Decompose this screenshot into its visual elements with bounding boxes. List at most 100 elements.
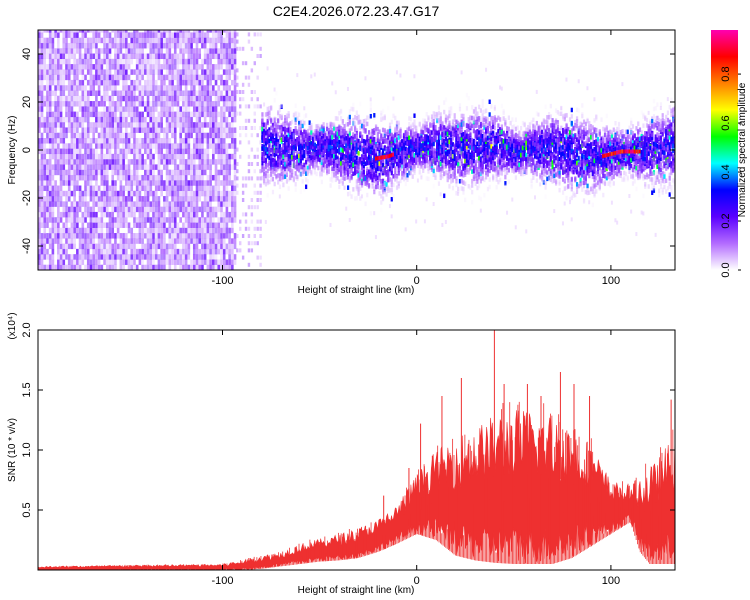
spectrogram-cell — [157, 127, 161, 133]
spectrogram-cell — [138, 254, 142, 260]
spectrogram-cell — [59, 201, 63, 207]
spectrogram-cell — [116, 58, 120, 65]
spectrogram-cell — [206, 180, 210, 186]
spectrogram-cell — [38, 90, 41, 96]
spectrogram-cell — [301, 123, 304, 129]
spectrogram-cell — [92, 190, 95, 197]
spectrogram-cell — [322, 158, 325, 164]
spectrogram-cell — [146, 259, 150, 265]
spectrogram-cell — [192, 180, 196, 186]
spectrogram-cell — [40, 201, 44, 207]
spectrogram-cell — [138, 196, 142, 202]
spectrogram-cell — [108, 138, 112, 144]
spectrogram-cell — [182, 248, 185, 255]
spectrogram-cell — [165, 180, 169, 186]
spectrogram-cell — [225, 101, 229, 107]
spectrogram-cell — [130, 180, 134, 186]
spectrogram-cell — [46, 79, 49, 86]
spectrogram-cell — [86, 42, 90, 49]
spectrogram-cell — [212, 248, 215, 255]
spectrogram-cell — [273, 141, 276, 146]
spectrogram-cell — [203, 243, 207, 250]
spectrogram-cell — [70, 32, 74, 38]
spectrogram-cell — [182, 153, 185, 160]
spectrogram-cell — [130, 254, 134, 260]
spectrogram-cell — [65, 196, 68, 202]
spectrogram-cell — [111, 111, 115, 118]
spectrogram-cell — [116, 138, 120, 144]
spectrogram-cell — [105, 122, 109, 128]
spectrogram-cell — [138, 227, 142, 234]
spectrogram-cell — [76, 164, 79, 170]
spectrogram-cell — [168, 48, 172, 54]
spectrogram-cell — [341, 166, 344, 171]
spectrogram-cell — [160, 69, 163, 75]
spectrogram-cell — [133, 217, 136, 223]
spectrogram-cell — [212, 85, 215, 91]
spectrogram-cell — [198, 74, 202, 81]
spectrogram-cell — [195, 95, 199, 102]
spectrogram-cell — [135, 116, 139, 123]
spectrogram-cell — [122, 233, 125, 239]
spectrogram-cell — [130, 48, 134, 54]
spectrogram-cell — [154, 106, 158, 112]
spectrogram-cell — [206, 238, 210, 244]
spectrogram-cell — [165, 206, 169, 213]
spectrogram-cell — [43, 53, 47, 60]
spectrogram-cell — [287, 142, 290, 148]
spectrogram-cell — [141, 116, 144, 123]
spectrogram-cell — [100, 74, 104, 81]
spectrogram-cell — [76, 32, 79, 38]
spectrogram-cell — [176, 85, 180, 91]
spectrogram-cell — [345, 148, 348, 153]
spectrogram-cell — [173, 227, 177, 234]
spectrogram-cell — [195, 185, 199, 192]
spectrogram-cell — [135, 206, 139, 213]
spectrogram-cell — [369, 169, 372, 175]
spectrogram-cell — [92, 122, 95, 128]
spectrogram-cell — [305, 113, 308, 118]
spectrogram-cell — [187, 222, 191, 228]
spectrogram-cell — [182, 138, 185, 144]
spectrogram-cell — [168, 217, 172, 223]
spectrogram-cell — [59, 180, 63, 186]
spectrogram-cell — [59, 227, 63, 234]
spectrogram-cell — [114, 190, 117, 197]
spectrogram-cell — [214, 90, 218, 96]
spectrogram-cell — [195, 259, 199, 265]
spectrogram-cell — [46, 248, 49, 255]
spectrogram-cell — [217, 243, 221, 250]
spectrogram-cell — [38, 30, 41, 33]
spectrogram-cell — [144, 196, 147, 202]
spectrogram-cell — [291, 151, 294, 157]
spectrogram-cell — [108, 132, 112, 139]
spectrogram-cell — [119, 64, 123, 70]
spectrogram-cell — [70, 201, 74, 207]
spectrogram-cell — [163, 254, 166, 260]
spectrogram-cell — [285, 145, 289, 151]
spectrogram-cell — [248, 25, 250, 29]
spectrogram-cell — [168, 30, 172, 33]
spectrogram-cell — [146, 190, 150, 197]
spectrogram-cell — [160, 233, 163, 239]
spectrogram-cell — [266, 116, 269, 121]
spectrogram-cell — [220, 95, 223, 102]
spectrogram-cell — [206, 190, 210, 197]
spectrogram-cell — [209, 30, 212, 33]
spectrogram-cell — [46, 95, 49, 102]
spectrogram-cell — [343, 124, 346, 129]
spectrogram-cell — [322, 151, 325, 156]
spectrogram-cell — [233, 101, 237, 107]
spectrogram-cell — [122, 95, 125, 102]
spectrogram-cell — [294, 174, 297, 180]
spectrogram-cell — [111, 264, 115, 270]
spectrogram-cell — [278, 159, 282, 164]
spectrogram-cell — [376, 132, 379, 137]
spectrogram-cell — [40, 169, 44, 176]
spectrogram-cell — [310, 151, 313, 157]
spectrogram-cell — [95, 233, 98, 239]
spectrogram-cell — [319, 171, 322, 176]
spectrogram-cell — [149, 90, 153, 96]
spectrogram-cell — [73, 243, 76, 250]
spectrogram-cell — [84, 164, 87, 170]
